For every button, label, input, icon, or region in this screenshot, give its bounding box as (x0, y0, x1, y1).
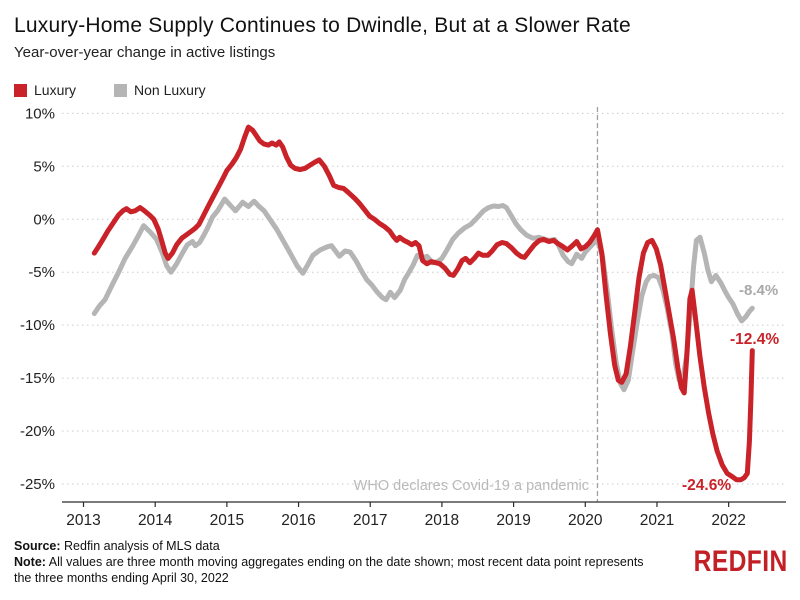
nonluxury-end-value-label: -8.4% (739, 282, 778, 299)
note-text: All values are three month moving aggreg… (14, 555, 644, 585)
source-text: Redfin analysis of MLS data (64, 539, 220, 553)
pandemic-annotation: WHO declares Covid-19 a pandemic (354, 478, 589, 494)
legend-item-nonluxury: Non Luxury (114, 82, 206, 98)
luxury-end-value-label: -12.4% (730, 331, 779, 348)
nonluxury-swatch-icon (114, 83, 128, 97)
chart-legend: Luxury Non Luxury (14, 82, 206, 98)
x-tick-label: 2016 (281, 512, 315, 529)
y-tick-label: -10% (20, 317, 55, 334)
x-tick-label: 2014 (138, 512, 173, 529)
x-tick-label: 2019 (496, 512, 530, 529)
x-tick-label: 2015 (210, 512, 244, 529)
redfin-logo: REDFIN (693, 545, 788, 578)
x-tick-label: 2020 (568, 512, 603, 529)
y-tick-label: -15% (20, 370, 55, 387)
note-label: Note: (14, 555, 46, 569)
x-tick-label: 2022 (711, 512, 745, 529)
page-subtitle: Year-over-year change in active listings (14, 44, 276, 61)
luxury-swatch-icon (14, 83, 27, 97)
page-title: Luxury-Home Supply Continues to Dwindle,… (14, 14, 631, 37)
note-line: Note: All values are three month moving … (14, 554, 654, 586)
footer-notes: Source: Redfin analysis of MLS data Note… (14, 538, 654, 586)
luxury-line (91, 124, 755, 483)
y-tick-label: 10% (25, 105, 55, 122)
legend-label-nonluxury: Non Luxury (134, 82, 206, 98)
y-tick-label: -5% (28, 264, 55, 281)
x-tick-label: 2017 (353, 512, 387, 529)
x-tick-label: 2013 (66, 512, 100, 529)
y-tick-label: -25% (20, 476, 55, 493)
source-label: Source: (14, 539, 61, 553)
y-tick-label: 0% (33, 211, 55, 228)
y-tick-label: 5% (33, 158, 55, 175)
y-tick-label: -20% (20, 423, 55, 440)
x-tick-label: 2018 (425, 512, 459, 529)
x-tick-label: 2021 (640, 512, 674, 529)
legend-label-luxury: Luxury (34, 82, 77, 98)
legend-item-luxury: Luxury (14, 82, 76, 98)
luxury-min-value-label: -24.6% (682, 477, 731, 494)
source-line: Source: Redfin analysis of MLS data (14, 538, 654, 554)
